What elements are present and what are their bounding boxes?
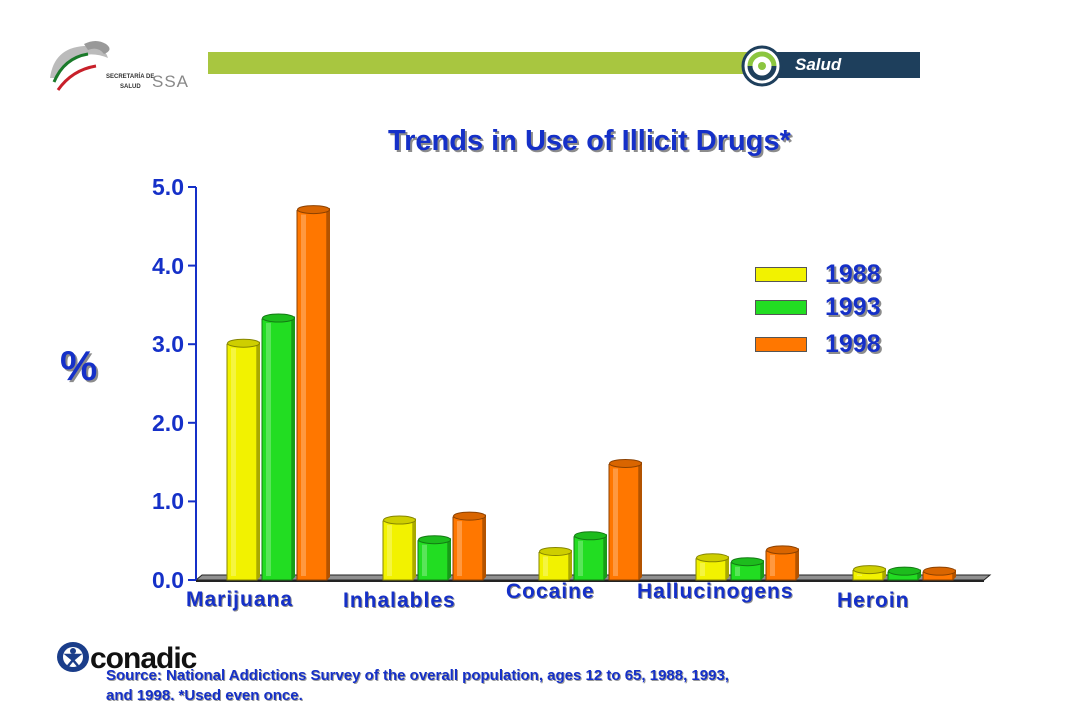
bar-cocaine-1988 — [538, 546, 572, 581]
bar-side — [604, 533, 607, 580]
source-note: Source: National Addictions Survey of th… — [106, 667, 729, 704]
salud-brand: Salud — [795, 55, 842, 74]
header-green-bar — [208, 52, 748, 74]
x-tick-label: Hallucinogens — [637, 580, 794, 603]
y-tick-label: 0.0 — [152, 567, 184, 593]
bar-highlight — [700, 562, 705, 576]
ssa-abbrev: SSA — [152, 72, 190, 91]
bar-highlight — [857, 574, 862, 576]
bar-highlight — [735, 566, 740, 576]
bar-top — [262, 313, 295, 323]
secretaria-salud-logo — [44, 38, 154, 103]
conadic-logo-icon — [55, 640, 91, 679]
bar-top — [923, 566, 956, 576]
bar-inhalables-1998 — [452, 511, 486, 581]
bar-top — [418, 535, 451, 545]
bar-side — [448, 537, 451, 580]
bar-top — [853, 565, 886, 575]
bar-face — [296, 210, 328, 581]
bar-face — [573, 536, 605, 581]
legend-label-1998: 1998 — [825, 330, 881, 358]
bar-face — [417, 540, 449, 581]
legend-swatch-1988 — [755, 267, 807, 282]
bar-face — [538, 551, 570, 581]
legend-label-1993: 1993 — [825, 293, 881, 321]
bar-side — [726, 555, 729, 580]
bar-top — [539, 546, 572, 556]
bar-side — [413, 518, 416, 580]
bar-hallucinogens-1998 — [765, 545, 799, 581]
bar-top — [731, 557, 764, 567]
chart-title: Trends in Use of Illicit Drugs* — [388, 125, 791, 157]
bar-side — [483, 514, 486, 580]
bar-face — [261, 318, 293, 581]
y-tick-label: 1.0 — [152, 488, 184, 515]
bar-face — [226, 343, 258, 581]
bar-inhalables-1988 — [382, 515, 416, 581]
bar-top — [696, 553, 729, 563]
bar-heroin-1988 — [852, 565, 886, 581]
bar-highlight — [613, 468, 618, 576]
y-tick-label: 5.0 — [152, 174, 184, 200]
x-tick-label: Heroin — [837, 589, 910, 612]
bar-marijuana-1988 — [226, 338, 260, 581]
conadic-wordmark: conadic — [90, 642, 197, 675]
salud-swirl-icon — [740, 44, 784, 93]
y-tick-label: 2.0 — [152, 409, 184, 436]
bar-highlight — [266, 323, 271, 576]
bar-side — [292, 316, 295, 580]
y-axis-label: % — [60, 342, 98, 389]
bar-highlight — [770, 554, 775, 576]
bar-top — [888, 566, 921, 576]
salud-label: SALUD — [120, 84, 141, 90]
bar-top — [609, 458, 642, 468]
bar-cocaine-1998 — [608, 458, 642, 581]
bar-top — [766, 545, 799, 555]
bar-side — [761, 559, 764, 580]
bar-hallucinogens-1988 — [695, 553, 729, 581]
bar-highlight — [231, 348, 236, 576]
bar-cocaine-1993 — [573, 531, 607, 581]
bar-top — [297, 205, 330, 215]
bar-inhalables-1993 — [417, 535, 451, 581]
bar-top — [574, 531, 607, 541]
bar-side — [569, 549, 572, 580]
y-tick-label: 3.0 — [152, 331, 184, 358]
x-tick-label: Inhalables — [343, 589, 456, 612]
x-axis-line — [196, 580, 984, 582]
bar-marijuana-1998 — [296, 205, 330, 581]
bar-highlight — [301, 214, 306, 576]
legend-swatch-1998 — [755, 337, 807, 352]
bar-top — [383, 515, 416, 525]
bar-top — [453, 511, 486, 521]
bar-highlight — [543, 556, 548, 576]
bar-hallucinogens-1993 — [730, 557, 764, 581]
bar-side — [327, 207, 330, 580]
bar-heroin-1993 — [887, 566, 921, 581]
bar-highlight — [457, 521, 462, 576]
bar-highlight — [578, 540, 583, 576]
legend-swatch-1993 — [755, 300, 807, 315]
secretaria-label: SECRETARÍA DE — [106, 74, 155, 80]
y-tick-label: 4.0 — [152, 252, 184, 279]
bar-highlight — [422, 544, 427, 576]
bar-face — [452, 516, 484, 581]
bar-face — [608, 463, 640, 581]
legend-label-1988: 1988 — [825, 260, 881, 288]
x-tick-label: Marijuana — [186, 588, 294, 611]
bar-heroin-1998 — [922, 566, 956, 581]
bar-marijuana-1993 — [261, 313, 295, 581]
bar-side — [796, 547, 799, 580]
bar-side — [639, 461, 642, 580]
bar-side — [257, 341, 260, 580]
bar-top — [227, 338, 260, 348]
x-tick-label: Cocaine — [506, 580, 595, 603]
bar-highlight — [387, 525, 392, 576]
